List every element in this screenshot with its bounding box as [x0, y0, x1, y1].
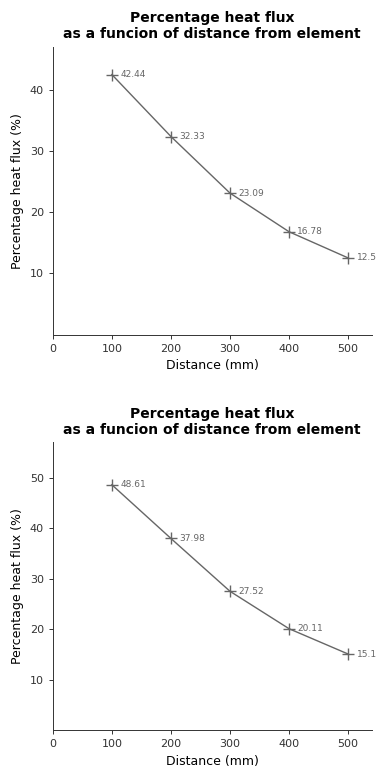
Text: 27.52: 27.52 — [238, 587, 264, 596]
Text: 48.61: 48.61 — [120, 481, 146, 489]
Title: Percentage heat flux
as a funcion of distance from element: Percentage heat flux as a funcion of dis… — [63, 407, 361, 437]
X-axis label: Distance (mm): Distance (mm) — [166, 755, 259, 768]
Text: 42.44: 42.44 — [120, 70, 145, 79]
Text: 15.1: 15.1 — [356, 650, 377, 658]
Y-axis label: Percentage heat flux (%): Percentage heat flux (%) — [11, 509, 24, 664]
X-axis label: Distance (mm): Distance (mm) — [166, 359, 259, 372]
Text: 37.98: 37.98 — [179, 534, 205, 543]
Text: 23.09: 23.09 — [238, 189, 264, 198]
Title: Percentage heat flux
as a funcion of distance from element: Percentage heat flux as a funcion of dis… — [63, 11, 361, 41]
Text: 16.78: 16.78 — [298, 227, 323, 236]
Text: 12.5: 12.5 — [356, 253, 377, 263]
Y-axis label: Percentage heat flux (%): Percentage heat flux (%) — [11, 113, 24, 269]
Text: 20.11: 20.11 — [298, 624, 323, 633]
Text: 32.33: 32.33 — [179, 132, 205, 141]
